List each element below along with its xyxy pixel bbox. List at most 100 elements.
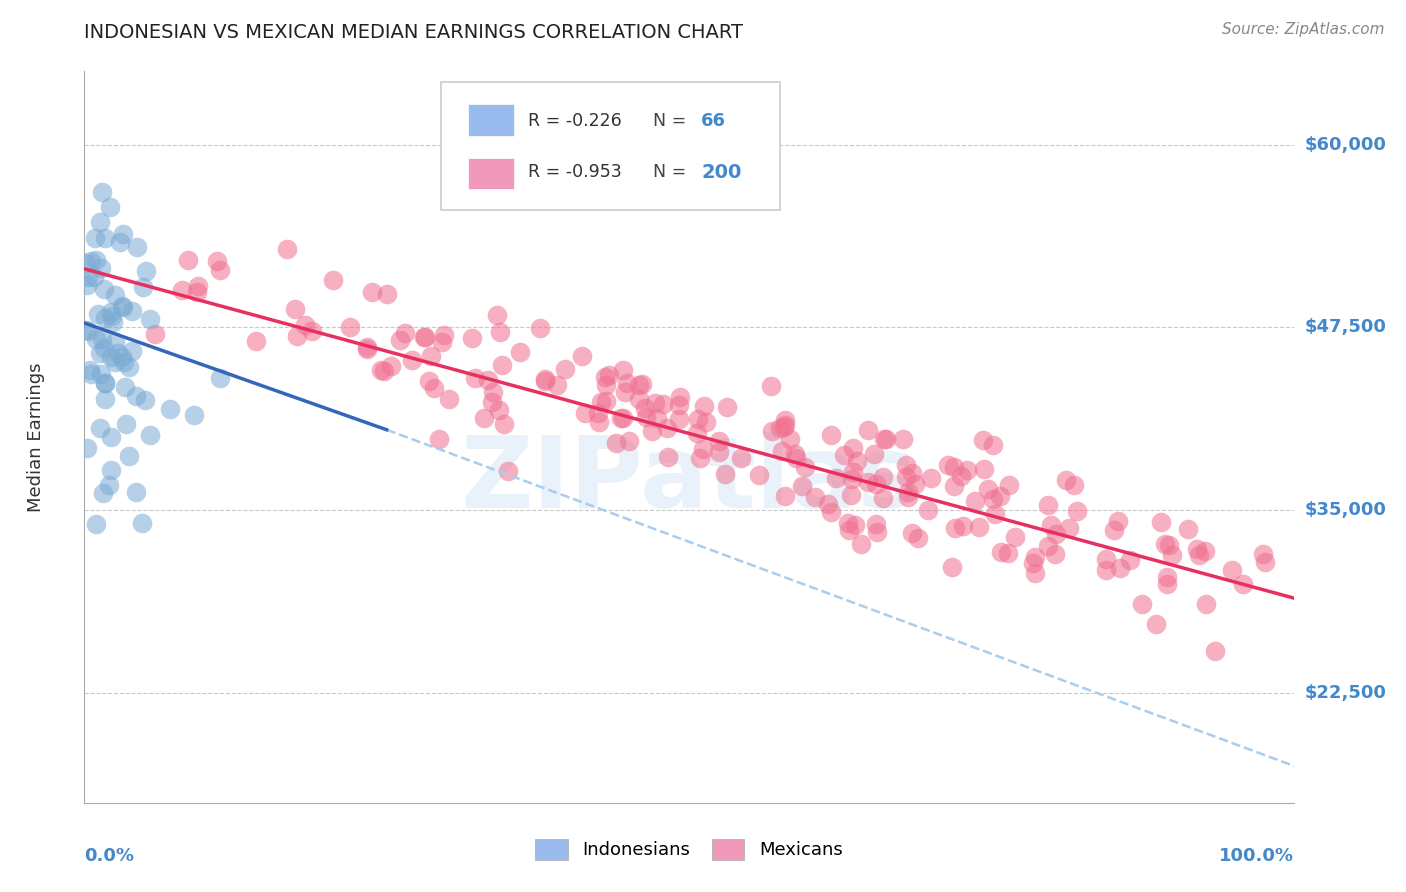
Point	[865, 517, 887, 532]
Point	[84, 516, 107, 531]
Point	[904, 477, 927, 491]
Point	[636, 410, 658, 425]
Point	[430, 334, 453, 349]
Point	[491, 358, 513, 372]
Point	[373, 364, 395, 378]
Point	[856, 423, 879, 437]
Point	[761, 379, 783, 393]
Point	[1094, 552, 1116, 566]
Point	[103, 335, 125, 350]
Point	[1187, 542, 1209, 557]
Point	[686, 426, 709, 441]
Point	[1194, 543, 1216, 558]
Point	[114, 417, 136, 431]
Point	[534, 372, 557, 386]
Point	[112, 300, 135, 314]
Point	[984, 507, 1007, 521]
Text: $47,500: $47,500	[1305, 318, 1386, 336]
Point	[89, 261, 111, 276]
Point	[872, 470, 894, 484]
Text: ZIPatlas: ZIPatlas	[461, 433, 917, 530]
Point	[361, 285, 384, 299]
Point	[94, 231, 117, 245]
Point	[356, 343, 378, 357]
Point	[761, 425, 783, 439]
Point	[418, 375, 440, 389]
Point	[897, 490, 920, 504]
Point	[695, 415, 717, 429]
Point	[108, 235, 131, 250]
Point	[669, 390, 692, 404]
Point	[1195, 597, 1218, 611]
Point	[461, 331, 484, 345]
Point	[90, 332, 112, 346]
Point	[339, 320, 361, 334]
Point	[486, 308, 509, 322]
Point	[605, 436, 627, 450]
Point	[276, 242, 298, 256]
Point	[956, 463, 979, 477]
Point	[1036, 499, 1059, 513]
Point	[209, 371, 232, 385]
Point	[842, 465, 865, 479]
Point	[84, 252, 107, 267]
Text: 66: 66	[702, 112, 725, 130]
Point	[100, 350, 122, 364]
Point	[769, 420, 792, 434]
Point	[401, 352, 423, 367]
Point	[839, 488, 862, 502]
Point	[773, 489, 796, 503]
Point	[114, 380, 136, 394]
Point	[707, 434, 730, 449]
Point	[93, 376, 115, 390]
Point	[770, 444, 793, 458]
Point	[100, 310, 122, 324]
Point	[159, 402, 181, 417]
Point	[942, 459, 965, 474]
Point	[875, 433, 897, 447]
Point	[804, 491, 827, 505]
Point	[972, 433, 994, 447]
Point	[952, 518, 974, 533]
Point	[981, 492, 1004, 507]
Point	[1254, 555, 1277, 569]
Point	[413, 330, 436, 344]
Point	[693, 399, 716, 413]
Text: $60,000: $60,000	[1305, 136, 1386, 153]
Point	[170, 283, 193, 297]
Point	[1119, 553, 1142, 567]
Point	[125, 240, 148, 254]
Point	[394, 326, 416, 340]
Point	[997, 546, 1019, 560]
Point	[866, 524, 889, 539]
Point	[100, 305, 122, 319]
Point	[433, 328, 456, 343]
FancyBboxPatch shape	[468, 104, 513, 136]
Point	[370, 363, 392, 377]
Point	[1022, 557, 1045, 571]
Point	[920, 471, 942, 485]
Point	[118, 449, 141, 463]
Point	[716, 400, 738, 414]
Point	[284, 302, 307, 317]
Point	[111, 299, 134, 313]
Point	[1024, 550, 1046, 565]
Text: R = -0.953: R = -0.953	[529, 163, 621, 181]
Point	[1109, 560, 1132, 574]
Point	[94, 311, 117, 326]
Point	[707, 444, 730, 458]
Point	[894, 470, 917, 484]
Point	[950, 468, 973, 483]
Point	[482, 385, 505, 400]
Point	[990, 545, 1012, 559]
Point	[380, 359, 402, 374]
Point	[1066, 504, 1088, 518]
Point	[688, 411, 710, 425]
Point	[730, 450, 752, 465]
Point	[1039, 518, 1062, 533]
Point	[1045, 527, 1067, 541]
Point	[591, 395, 613, 409]
Point	[628, 392, 651, 406]
Point	[872, 491, 894, 506]
Point	[1004, 530, 1026, 544]
